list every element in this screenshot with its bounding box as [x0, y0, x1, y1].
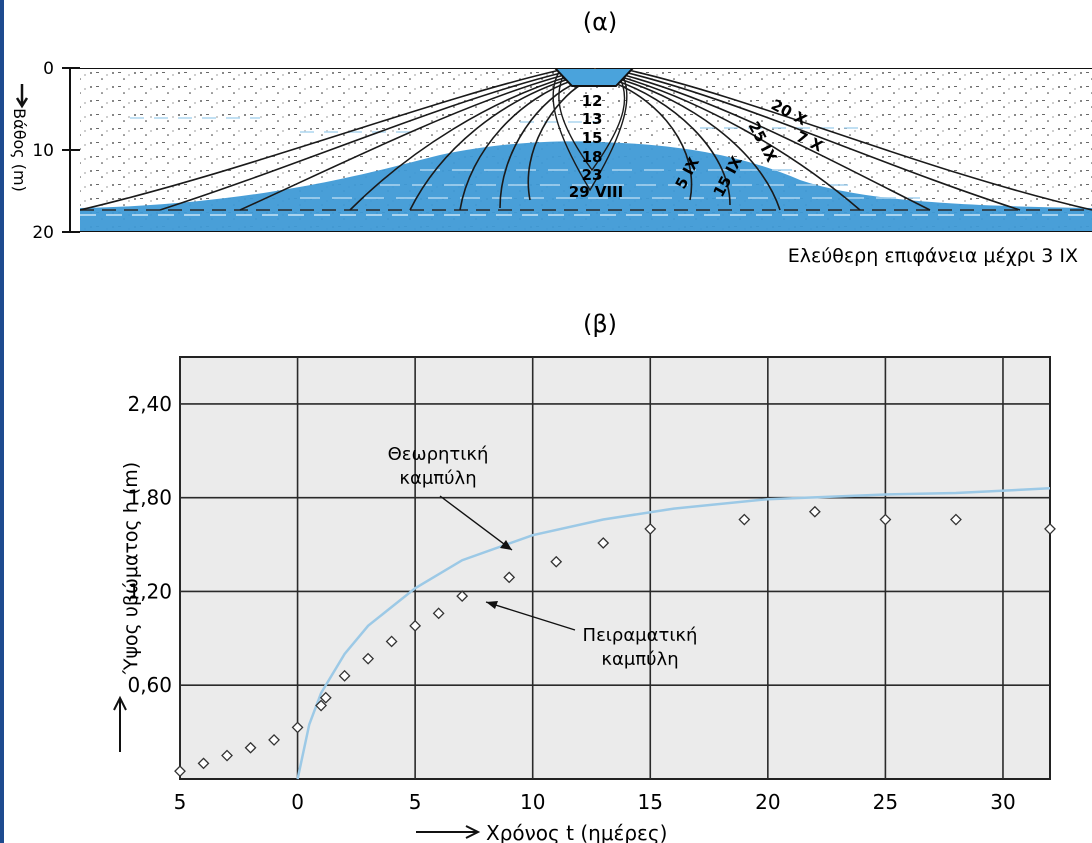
data-point-experiment — [362, 652, 375, 665]
y-tick-label: 2,40 — [127, 392, 172, 416]
data-point-experiment — [550, 555, 563, 568]
data-point-experiment — [456, 590, 469, 603]
cross-section-body: 12 13 15 18 23 29 VIII 20 X 25 IX 7 X 5 … — [80, 68, 1092, 232]
annotation-theory: Θεωρητική καμπύλη — [388, 444, 513, 551]
y-tick-label: 1,20 — [127, 579, 172, 603]
panel-b-chart: (β) 5 0 5 10 15 20 25 30 0,60 1,20 1,80 2,40 Θεωρη… — [113, 310, 1056, 843]
series-line-theory — [296, 487, 1051, 780]
annotation-text: καμπύλη — [399, 468, 476, 489]
data-point-experiment — [315, 699, 328, 712]
annotation-arrow-line — [439, 495, 513, 551]
frame-left-bar — [0, 0, 4, 843]
panel-a-y-axis: 0 10 20 Βάθος (m) — [10, 59, 80, 243]
data-point-experiment — [950, 513, 962, 526]
data-point-experiment — [738, 513, 751, 526]
contour-lines — [80, 69, 1092, 211]
annotation-text: Πειραματική — [583, 625, 698, 646]
x-tick-label: 5 — [409, 790, 422, 814]
data-point-experiment — [1044, 523, 1056, 535]
data-point-experiment — [409, 619, 422, 632]
annotation-text: Θεωρητική — [388, 444, 489, 465]
data-point-experiment — [244, 741, 257, 754]
panel-a-label: (α) — [583, 8, 618, 36]
x-tick-label: 0 — [291, 790, 304, 814]
panel-a-cross-section: (α) 0 10 20 Βάθος (m) — [10, 8, 1092, 267]
arrow-down-icon — [15, 84, 29, 109]
x-tick-label: 15 — [638, 790, 663, 814]
data-point-experiment — [808, 505, 821, 518]
data-point-experiment — [644, 523, 657, 535]
x-axis: 5 0 5 10 15 20 25 30 — [174, 790, 1016, 814]
chart-x-axis-label: Χρόνος t (ημέρες) — [486, 821, 667, 843]
data-point-experiment — [432, 607, 445, 620]
data-point-experiment — [291, 721, 304, 734]
plot-area — [179, 356, 1051, 780]
data-point-experiment — [221, 749, 233, 762]
contour-label: 23 — [582, 166, 603, 184]
arrow-head-icon — [500, 540, 512, 550]
x-tick-label: 25 — [873, 790, 898, 814]
x-tick-label: 20 — [755, 790, 780, 814]
data-point-experiment — [268, 734, 280, 746]
series-layer — [174, 487, 1056, 780]
arrow-up-icon — [113, 695, 127, 752]
panel-a-y-tick: 20 — [32, 223, 54, 243]
chart-y-axis-label: Ύψος υβώματος h (m) — [120, 462, 142, 675]
data-point-experiment — [338, 669, 351, 682]
x-tick-label: 10 — [520, 790, 545, 814]
contour-label: 29 VIII — [569, 183, 623, 201]
annotation-text: καμπύλη — [601, 649, 678, 670]
y-tick-label: 1,80 — [127, 486, 172, 510]
contour-label: 13 — [582, 110, 603, 128]
data-point-experiment — [385, 635, 398, 648]
panel-a-y-axis-label: Βάθος (m) — [10, 108, 29, 192]
y-axis: 0,60 1,20 1,80 2,40 — [127, 392, 172, 697]
chart-title: (β) — [583, 310, 617, 338]
y-tick-label: 0,60 — [127, 673, 172, 697]
panel-a-caption: Ελεύθερη επιφάνεια μέχρι 3 IX — [788, 245, 1078, 267]
data-point-experiment — [197, 757, 210, 770]
data-point-experiment — [597, 537, 610, 549]
contour-label: 18 — [582, 148, 603, 166]
contour-label: 12 — [582, 92, 603, 110]
data-point-experiment — [319, 691, 332, 704]
x-tick-label: 30 — [990, 790, 1015, 814]
arrow-right-icon — [416, 825, 481, 839]
water-level-marker-icon — [594, 68, 596, 69]
panel-a-y-tick: 0 — [43, 59, 54, 79]
data-point-experiment — [503, 571, 516, 584]
arrow-head-icon — [486, 601, 498, 609]
annotation-experiment: Πειραματική καμπύλη — [485, 601, 698, 670]
x-tick-label: 5 — [174, 790, 187, 814]
panel-a-y-tick: 10 — [32, 141, 54, 161]
data-point-experiment — [879, 513, 892, 526]
contour-label: 15 — [582, 129, 603, 147]
annotation-arrow-line — [485, 601, 576, 631]
data-point-experiment — [174, 765, 186, 778]
recharge-trench — [553, 68, 635, 87]
